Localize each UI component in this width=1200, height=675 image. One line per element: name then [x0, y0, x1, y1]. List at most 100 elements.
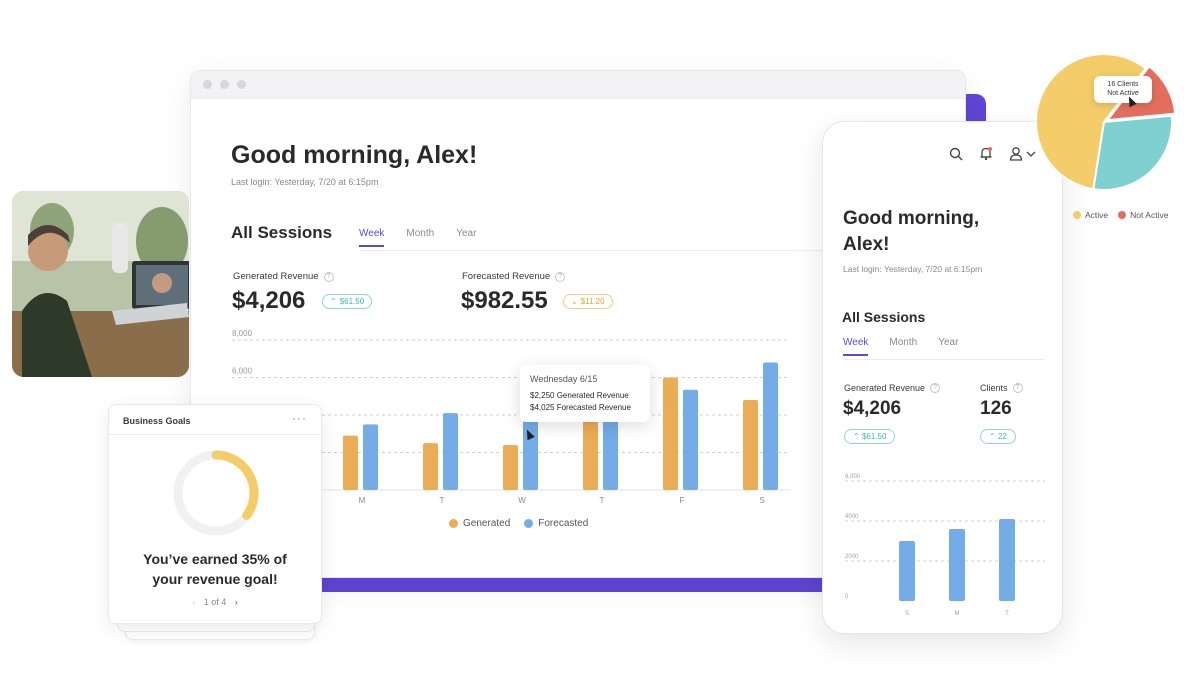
- bar-generated[interactable]: [503, 445, 518, 490]
- y-tick-label: 2000: [845, 554, 859, 560]
- goal-divider: [109, 434, 321, 435]
- info-icon[interactable]: ?: [323, 271, 334, 282]
- info-icon[interactable]: ?: [555, 271, 566, 282]
- x-tick-label: T: [1005, 611, 1009, 617]
- bar-generated[interactable]: [663, 377, 678, 491]
- x-tick-label: S: [905, 611, 909, 617]
- mobile-bar[interactable]: [899, 541, 915, 601]
- bar-generated[interactable]: [583, 416, 598, 490]
- pie-legend-active-label: Active: [1085, 210, 1109, 220]
- page-title: Good morning, Alex!: [231, 141, 478, 169]
- legend-generated-label: Generated: [463, 518, 511, 529]
- bar-forecasted[interactable]: [683, 389, 698, 490]
- pie-legend: Active Not Active: [1073, 210, 1168, 220]
- business-goals-title: Business Goals: [123, 416, 191, 426]
- x-tick-label: S: [759, 496, 764, 505]
- forecasted-change-badge: ⌄ $11.20: [563, 294, 613, 309]
- info-icon[interactable]: ?: [1012, 383, 1023, 393]
- mobile-generated-label: Generated Revenue ?: [844, 383, 941, 393]
- x-tick-label: T: [440, 496, 445, 505]
- goal-message: You’ve earned 35% of your revenue goal!: [109, 549, 321, 589]
- legend-generated-swatch: [449, 519, 458, 528]
- chevron-left-icon[interactable]: ‹: [192, 597, 196, 607]
- bar-generated[interactable]: [423, 443, 438, 490]
- chart-tooltip: Wednesday 6/15 $2,250 Generated Revenue …: [520, 365, 650, 422]
- generated-change-badge: ⌃ $61.50: [322, 294, 373, 309]
- bar-forecasted[interactable]: [363, 424, 378, 490]
- window-dot[interactable]: [220, 80, 229, 89]
- forecasted-revenue-value: $982.55: [461, 287, 548, 314]
- business-goals-card: Business Goals ··· You’ve earned 35% of …: [108, 404, 322, 624]
- pie-legend-not-active-label: Not Active: [1130, 210, 1169, 220]
- goal-progress-ring: [173, 450, 259, 536]
- mobile-tab-week[interactable]: Week: [843, 337, 869, 356]
- user-icon: [1009, 147, 1023, 161]
- arrow-up-icon: ⌃: [989, 432, 998, 441]
- user-menu[interactable]: [1009, 146, 1036, 161]
- legend-forecasted[interactable]: Forecasted: [524, 518, 588, 529]
- pie-legend-not-active-swatch: [1118, 211, 1127, 219]
- mobile-generated-badge: ⌃ $61.50: [844, 429, 896, 444]
- y-tick-label: 8,000: [232, 329, 253, 338]
- x-tick-label: T: [600, 496, 605, 505]
- mobile-generated-change: $61.50: [861, 432, 887, 441]
- pie-legend-not-active[interactable]: Not Active: [1118, 210, 1168, 220]
- mobile-bar-chart: 6,000 4000 2000 0 S M T: [845, 474, 1045, 617]
- person-at-laptop-image: [12, 191, 189, 377]
- user-photo: [12, 191, 189, 377]
- mobile-bar[interactable]: [999, 519, 1015, 601]
- mobile-bar[interactable]: [949, 529, 965, 601]
- generated-revenue-label: Generated Revenue ?: [233, 271, 334, 282]
- mobile-clients-label-text: Clients: [980, 383, 1008, 393]
- more-options-icon[interactable]: ···: [292, 411, 307, 425]
- arrow-up-icon: ⌃: [853, 432, 862, 441]
- window-dot[interactable]: [237, 80, 246, 89]
- sessions-title: All Sessions: [231, 223, 333, 242]
- bar-forecasted[interactable]: [763, 362, 778, 491]
- bar-forecasted[interactable]: [443, 413, 458, 490]
- bell-icon[interactable]: [979, 146, 993, 161]
- pie-legend-active[interactable]: Active: [1073, 210, 1108, 220]
- goal-ring-progress: [211, 450, 259, 520]
- tab-week[interactable]: Week: [359, 228, 385, 247]
- x-tick-label: M: [359, 496, 366, 505]
- mobile-tab-month[interactable]: Month: [889, 337, 918, 348]
- pie-slice-other[interactable]: [1092, 114, 1174, 191]
- last-login-text: Last login: Yesterday, 7/20 at 6:15pm: [231, 177, 379, 187]
- mobile-sessions-title: All Sessions: [842, 309, 926, 325]
- bar-generated[interactable]: [343, 435, 358, 490]
- chevron-right-icon[interactable]: ›: [234, 597, 238, 607]
- window-dot[interactable]: [203, 80, 212, 89]
- mobile-tab-year[interactable]: Year: [938, 337, 959, 348]
- mobile-clients-change: 22: [997, 432, 1007, 441]
- clients-pie-chart: [1035, 53, 1177, 191]
- goal-message-line2: your revenue goal!: [152, 571, 278, 587]
- tab-month[interactable]: Month: [406, 228, 435, 239]
- chart-legend: Generated Forecasted: [449, 518, 588, 529]
- forecasted-revenue-label-text: Forecasted Revenue: [462, 271, 551, 282]
- info-icon[interactable]: ?: [930, 383, 941, 393]
- mobile-last-login: Last login: Yesterday, 7/20 at 6:15pm: [843, 264, 983, 274]
- x-tick-label: W: [518, 496, 526, 505]
- mobile-generated-label-text: Generated Revenue: [844, 383, 926, 393]
- window-titlebar: [191, 71, 965, 99]
- mobile-screen: Good morning, Alex! Last login: Yesterda…: [822, 121, 1063, 634]
- mobile-period-tabs: Week Month Year: [843, 337, 958, 356]
- generated-change-value: $61.50: [339, 297, 365, 306]
- bar-forecasted[interactable]: [523, 414, 538, 490]
- pie-tooltip-status: Not Active: [1107, 90, 1139, 97]
- tab-year[interactable]: Year: [456, 228, 477, 239]
- y-tick-label: 6,000: [845, 474, 861, 480]
- bar-generated[interactable]: [743, 400, 758, 490]
- pie-tooltip: 16 Clients Not Active: [1094, 76, 1152, 103]
- bar-forecasted[interactable]: [603, 409, 618, 490]
- legend-generated[interactable]: Generated: [449, 518, 510, 529]
- mobile-header-icons: [949, 146, 1036, 161]
- search-icon[interactable]: [949, 147, 963, 161]
- pager-text: 1 of 4: [203, 597, 227, 607]
- tooltip-generated: $2,250 Generated Revenue: [530, 391, 629, 400]
- legend-forecasted-swatch: [524, 519, 534, 528]
- generated-revenue-label-text: Generated Revenue: [233, 271, 319, 282]
- goal-pager: ‹ 1 of 4 ›: [109, 597, 321, 607]
